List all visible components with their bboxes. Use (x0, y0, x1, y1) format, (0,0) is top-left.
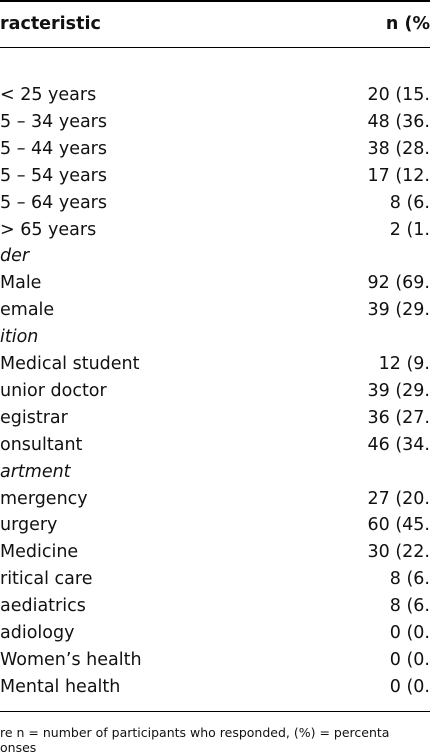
row-value: 30 (22. (367, 542, 430, 563)
row-label: mergency (0, 488, 88, 509)
row-value: 27 (20. (367, 488, 430, 509)
group-label: ition (0, 327, 39, 348)
row-label: 5 – 34 years (0, 111, 107, 132)
row-value: 8 (6. (389, 192, 430, 213)
row-label: Women’s health (0, 649, 142, 670)
row-value: 8 (6. (389, 596, 430, 617)
group-label: artment (0, 461, 71, 482)
row-label: egistrar (0, 407, 68, 428)
group-label: der (0, 246, 30, 267)
row-label: urgery (0, 515, 58, 536)
row-label: 5 – 44 years (0, 138, 107, 159)
row-label: < 25 years (0, 85, 97, 105)
row-label: emale (0, 300, 55, 321)
row-value: 8 (6. (389, 569, 430, 590)
row-label: onsultant (0, 434, 83, 455)
row-label: 5 – 64 years (0, 192, 107, 213)
row-label: adiology (0, 623, 75, 643)
row-value: 0 (0. (389, 649, 430, 670)
row-value: 39 (29. (367, 300, 430, 321)
row-value: 48 (36. (367, 111, 430, 132)
footnote: re n = number of participants who respon… (0, 725, 390, 740)
row-label: 5 – 54 years (0, 165, 107, 186)
row-value: 38 (28. (367, 138, 430, 159)
row-value: 36 (27. (367, 407, 430, 428)
row-label: ritical care (0, 569, 93, 590)
row-value: 12 (9. (378, 354, 430, 374)
header-rule (0, 47, 430, 48)
row-label: unior doctor (0, 380, 107, 401)
row-value: 0 (0. (389, 676, 430, 697)
row-value: 39 (29. (367, 380, 430, 401)
row-value: 60 (45. (367, 515, 430, 536)
row-value: 0 (0. (389, 623, 430, 643)
row-label: aediatrics (0, 596, 86, 617)
row-value: 92 (69. (367, 273, 430, 294)
row-label: Medicine (0, 542, 79, 563)
row-label: Medical student (0, 354, 140, 374)
top-rule (0, 0, 430, 2)
footnote: onses (0, 740, 37, 755)
row-value: 17 (12. (367, 165, 430, 186)
header-cell: n (% (385, 14, 430, 34)
row-value: 20 (15. (367, 85, 430, 105)
row-value: 2 (1. (389, 219, 430, 240)
bottom-rule (0, 711, 430, 712)
header-cell: racteristic (0, 14, 101, 34)
row-label: Male (0, 273, 42, 294)
row-label: > 65 years (0, 219, 97, 240)
row-value: 46 (34. (367, 434, 430, 455)
row-label: Mental health (0, 676, 121, 697)
